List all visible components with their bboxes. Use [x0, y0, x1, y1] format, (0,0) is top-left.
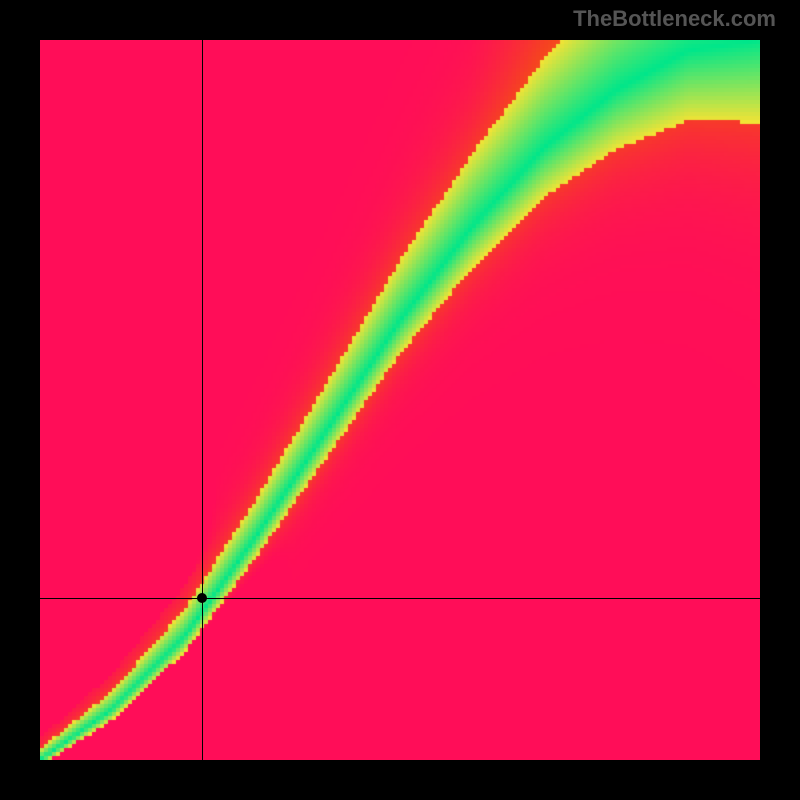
heatmap-canvas — [40, 40, 760, 760]
crosshair-vertical — [202, 40, 203, 760]
watermark-text: TheBottleneck.com — [573, 6, 776, 32]
crosshair-horizontal — [40, 598, 760, 599]
plot-area — [40, 40, 760, 760]
marker-dot — [197, 593, 207, 603]
